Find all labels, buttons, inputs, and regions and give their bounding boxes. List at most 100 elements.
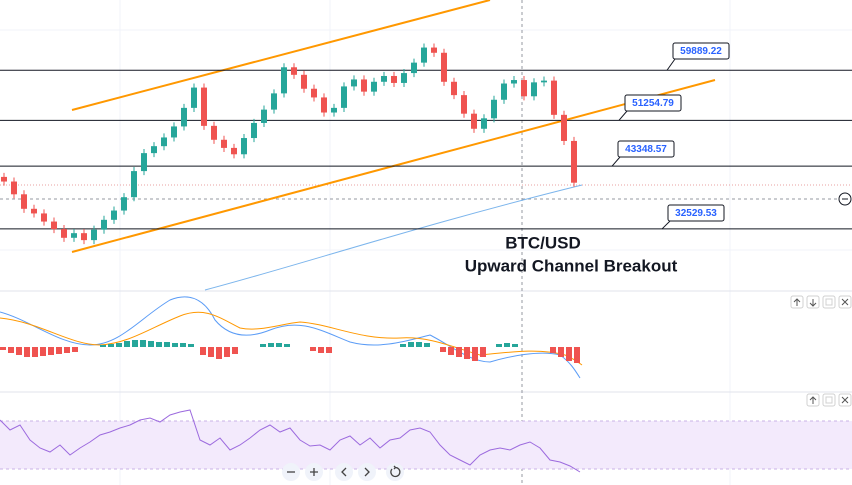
candle-body [361, 79, 367, 92]
candles [1, 43, 577, 245]
scroll-left[interactable] [335, 463, 353, 481]
candle-body [141, 153, 147, 172]
rsi-line [0, 409, 581, 473]
candle-body [401, 73, 407, 83]
level-connector [661, 220, 671, 230]
candle-body [431, 47, 437, 53]
candle-body [241, 138, 247, 155]
level-label: 43348.57 [625, 144, 667, 155]
candle-body [421, 47, 427, 63]
candle-body [201, 87, 207, 126]
candle-body [71, 233, 77, 238]
candle-body [101, 219, 107, 230]
moving-average [204, 184, 583, 291]
candle-body [451, 81, 457, 96]
level-label-box [672, 42, 730, 60]
candle-body [521, 80, 527, 97]
pane-buttons [790, 295, 852, 407]
candle-body [41, 213, 47, 222]
levels: 59889.22 51254.79 43348.57 32529.53 [0, 42, 852, 230]
reset[interactable] [386, 463, 404, 481]
candle-body [181, 107, 187, 127]
move-up-button[interactable] [790, 295, 804, 309]
candle-body [221, 139, 227, 148]
scroll-right[interactable] [358, 463, 376, 481]
candle-body [491, 99, 497, 119]
close-button[interactable] [838, 295, 852, 309]
candle-body [311, 88, 317, 98]
candle-body [211, 125, 217, 140]
candle-body [531, 82, 537, 97]
close-button[interactable] [838, 393, 852, 407]
candle-body [391, 75, 397, 83]
candle-body [231, 147, 237, 155]
candle-body [11, 181, 17, 195]
candle-body [51, 221, 57, 230]
channel-upper [71, 0, 491, 111]
candle-body [291, 67, 297, 75]
level-label-box [617, 140, 675, 158]
candle-body [441, 52, 447, 82]
signal-line [0, 311, 583, 366]
candle-body [31, 208, 37, 214]
candle-body [171, 126, 177, 138]
candle-body [251, 122, 257, 139]
candle-body [91, 229, 97, 241]
move-down-button[interactable] [806, 295, 820, 309]
zoom-in[interactable] [305, 463, 323, 481]
level-label: 32529.53 [675, 208, 717, 219]
candle-body [511, 80, 517, 84]
candle-body [261, 109, 267, 123]
move-up-button[interactable] [806, 393, 820, 407]
candle-body [271, 93, 277, 110]
candle-body [21, 194, 27, 209]
level-connector [618, 110, 628, 121]
level-label: 51254.79 [632, 98, 674, 109]
candle-body [191, 87, 197, 108]
level-connector [611, 156, 621, 167]
zoom-out[interactable] [282, 463, 300, 481]
candle-body [541, 80, 547, 83]
candle-body [151, 146, 157, 154]
candle-body [321, 97, 327, 113]
candle-body [61, 229, 67, 238]
candle-body [131, 171, 137, 198]
candle-body [351, 79, 357, 87]
candle-body [471, 113, 477, 129]
toolbar [282, 463, 404, 481]
candle-body [341, 86, 347, 108]
level-label: 59889.22 [680, 46, 722, 57]
level-label-box [667, 204, 725, 222]
candle-body [81, 233, 87, 241]
annotation: BTC/USD [505, 233, 581, 252]
macd-histogram-negative [0, 347, 580, 363]
candle-body [121, 197, 127, 211]
macd-pane [0, 296, 583, 379]
level-label-box [624, 94, 682, 112]
candle-body [561, 114, 567, 141]
candle-body [301, 74, 307, 89]
candle-body [501, 83, 507, 100]
candle-body [111, 210, 117, 220]
candle-body [381, 75, 387, 82]
zoom-out-button[interactable] [838, 192, 852, 206]
macd-histogram-positive [100, 340, 518, 347]
candle-body [571, 140, 577, 183]
candle-body [461, 95, 467, 114]
candle-body [481, 118, 487, 129]
candle-body [551, 80, 557, 115]
candle-body [331, 107, 337, 113]
level-connector [666, 58, 676, 71]
candle-body [281, 67, 287, 94]
candle-body [371, 81, 377, 92]
rsi-band [0, 421, 852, 469]
candle-body [161, 137, 167, 147]
macd-line [0, 296, 581, 379]
annotation: Upward Channel Breakout [465, 256, 678, 275]
maximize-button[interactable] [822, 393, 836, 407]
maximize-button[interactable] [822, 295, 836, 309]
candle-body [411, 62, 417, 74]
